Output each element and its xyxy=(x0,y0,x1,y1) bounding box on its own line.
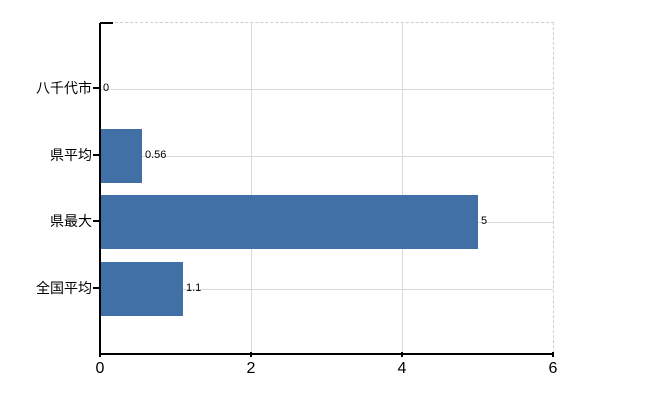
x-tick xyxy=(401,352,403,357)
y-tick xyxy=(93,87,100,89)
bar-value-label: 0.56 xyxy=(145,149,167,161)
x-tick-label: 0 xyxy=(95,360,105,377)
x-tick-label: 2 xyxy=(246,360,256,377)
category-label: 全国平均 xyxy=(36,280,92,296)
gridline-row-1 xyxy=(100,156,553,157)
x-tick xyxy=(552,352,554,357)
bar-2 xyxy=(100,195,478,249)
y-axis-top-tick xyxy=(100,22,113,24)
plot-area xyxy=(99,22,554,355)
bar-value-label: 0 xyxy=(103,82,110,94)
gridline-row-3 xyxy=(100,289,553,290)
x-tick xyxy=(250,352,252,357)
x-tick-label: 4 xyxy=(397,360,407,377)
gridline-x-2 xyxy=(251,23,252,353)
y-tick xyxy=(93,154,100,156)
bar-1 xyxy=(100,129,142,183)
category-label: 八千代市 xyxy=(36,80,92,96)
bar-3 xyxy=(100,262,183,316)
bar-value-label: 1.1 xyxy=(186,282,202,294)
category-label: 県最大 xyxy=(50,213,92,229)
y-tick xyxy=(93,220,100,222)
gridline-row-0 xyxy=(100,89,553,90)
y-tick xyxy=(93,287,100,289)
gridline-x-4 xyxy=(402,23,403,353)
bar-value-label: 5 xyxy=(481,215,488,227)
x-tick xyxy=(99,352,101,357)
y-axis-line xyxy=(99,23,101,355)
category-label: 県平均 xyxy=(50,147,92,163)
x-axis-line xyxy=(99,353,554,355)
x-tick-label: 6 xyxy=(548,360,558,377)
